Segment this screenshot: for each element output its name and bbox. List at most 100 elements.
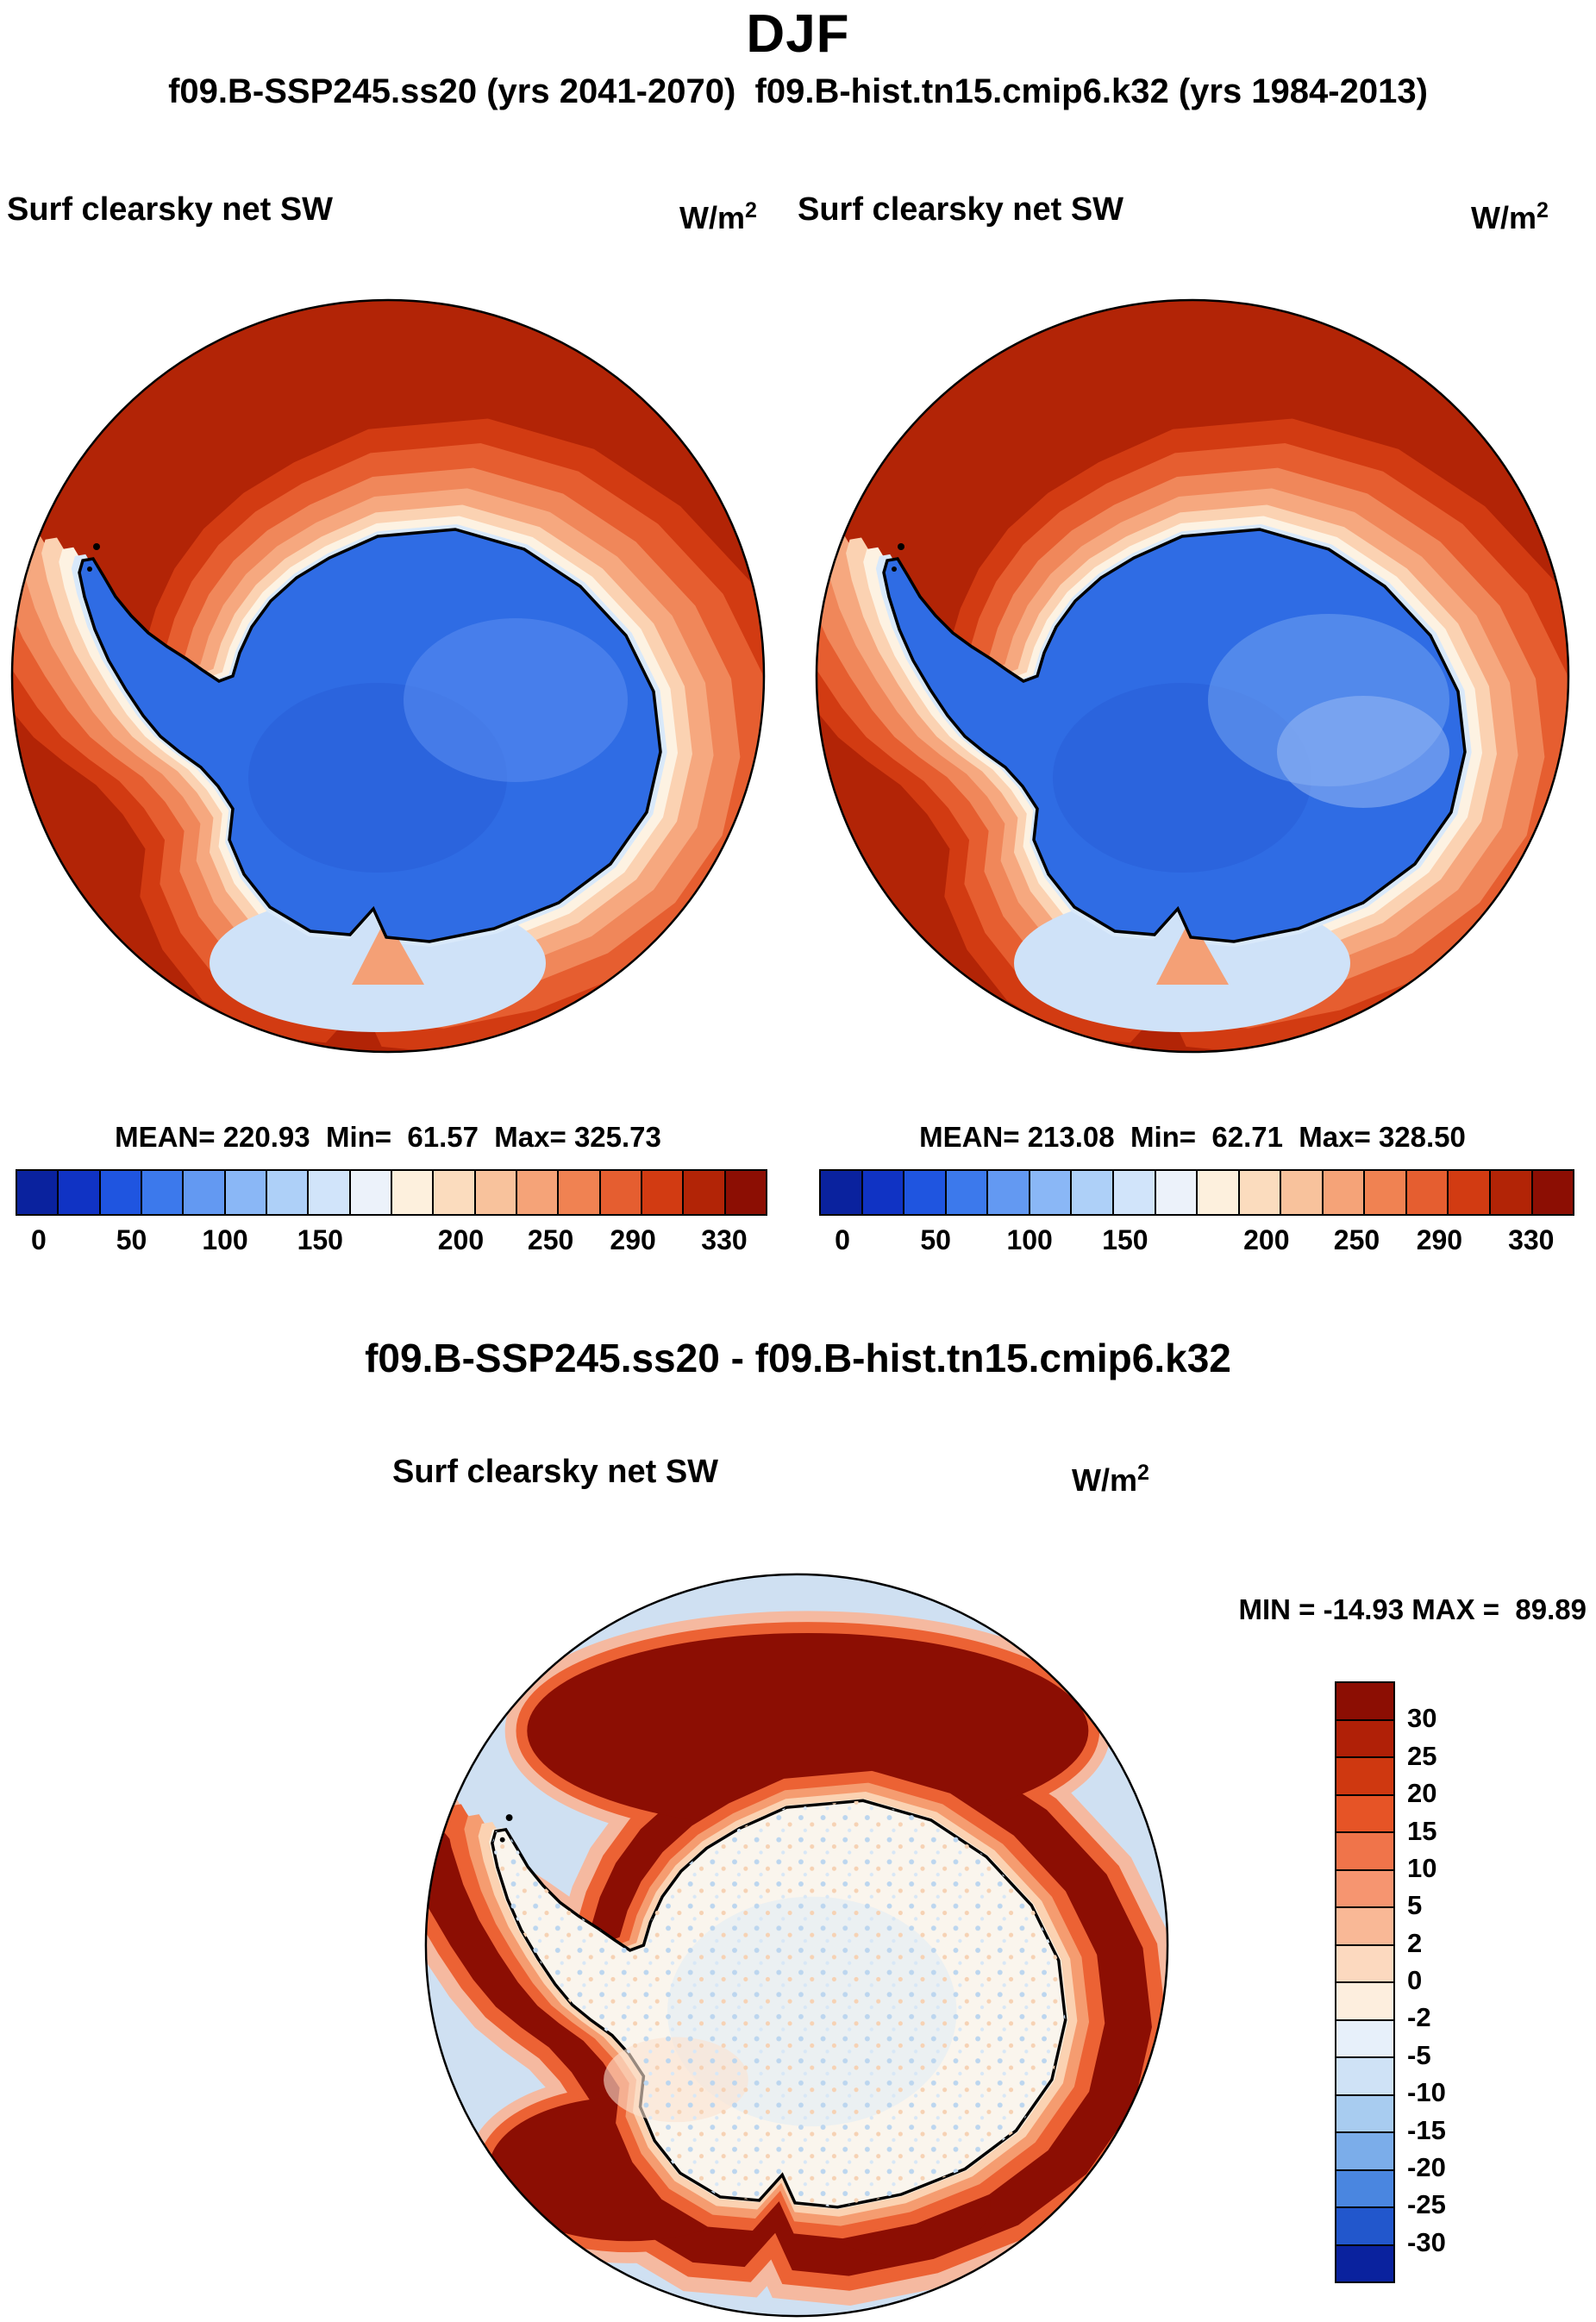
colorbar-segment <box>1336 2056 1393 2094</box>
map-boundary-circle <box>815 298 1570 1054</box>
colorbar-boundary-label: 5 <box>1407 1890 1423 1921</box>
colorbar-boundary-label: 10 <box>1407 1852 1437 1883</box>
diff-units-base: W/m <box>1072 1462 1137 1498</box>
right-units-label: W/m2 <box>1471 198 1549 236</box>
colorbar-segment <box>1336 2169 1393 2206</box>
colorbar-tick-label: 290 <box>1416 1224 1463 1255</box>
colorbar-tick-label: 330 <box>1508 1224 1555 1255</box>
colorbar-tick-label: 50 <box>116 1224 147 1255</box>
diff-units-label: W/m2 <box>1072 1461 1149 1499</box>
right-field-label: Surf clearsky net SW <box>798 191 1124 228</box>
colorbar-segment <box>1336 2206 1393 2244</box>
colorbar-segment <box>390 1171 433 1214</box>
colorbar-tick-label: 150 <box>297 1224 343 1255</box>
colorbar-tick-label: 200 <box>1243 1224 1290 1255</box>
island-mark <box>499 1837 505 1843</box>
colorbar-segment <box>140 1171 183 1214</box>
map-difference <box>424 1573 1169 2318</box>
colorbar-tick-label: 200 <box>437 1224 485 1255</box>
colorbar-boundary-label: 25 <box>1407 1740 1437 1771</box>
map-hist-layers <box>817 300 1568 1052</box>
colorbar-segment <box>223 1171 266 1214</box>
colorbar-segment <box>1280 1171 1322 1214</box>
colorbar-segment <box>1530 1171 1574 1214</box>
colorbar-segment <box>1196 1171 1238 1214</box>
colorbar-segment <box>1336 1756 1393 1794</box>
colorbar-segment <box>861 1171 904 1214</box>
colorbar-segment <box>57 1171 99 1214</box>
colorbar-segment <box>903 1171 945 1214</box>
colorbar-segment <box>1336 1868 1393 1906</box>
diff-units-exponent: 2 <box>1137 1461 1149 1485</box>
colorbar-tick-label: 0 <box>31 1224 47 1255</box>
left-field-label: Surf clearsky net SW <box>7 191 334 228</box>
map-boundary-circle <box>10 298 766 1054</box>
colorbar-segment <box>986 1171 1029 1214</box>
island-mark <box>93 543 100 550</box>
colorbar-segment <box>1336 2018 1393 2056</box>
colorbar-boundary-label: -10 <box>1407 2077 1446 2108</box>
colorbar-boundary-label: 0 <box>1407 1965 1423 1995</box>
colorbar-tick-label: 100 <box>1006 1224 1053 1255</box>
colorbar-segment <box>1405 1171 1448 1214</box>
colorbar-segment <box>307 1171 349 1214</box>
colorbar-boundary-label: 15 <box>1407 1815 1437 1846</box>
colorbar-boundary-label: -30 <box>1407 2226 1446 2257</box>
left-units-exponent: 2 <box>745 198 757 222</box>
figure-subtitle: f09.B-SSP245.ss20 (yrs 2041-2070) f09.B-… <box>168 72 1428 110</box>
diff-title: f09.B-SSP245.ss20 - f09.B-hist.tn15.cmip… <box>365 1336 1231 1380</box>
colorbar-boundary-label: 30 <box>1407 1703 1437 1734</box>
colorbar-segment <box>1336 1831 1393 1869</box>
colorbar-segment <box>1336 1793 1393 1831</box>
map-ssp245-layers <box>12 300 764 1052</box>
colorbar-segment <box>182 1171 224 1214</box>
diff-ring-top-bulge <box>527 1632 1089 1829</box>
colorbar-tick-label: 50 <box>920 1224 951 1255</box>
left-units-label: W/m2 <box>679 198 757 236</box>
island-mark <box>505 1814 513 1821</box>
left-units-base: W/m <box>679 200 745 235</box>
colorbar-segment <box>1336 1906 1393 1944</box>
colorbar-segment <box>821 1171 861 1214</box>
colorbar-segment <box>98 1171 141 1214</box>
colorbar-tick-label: 0 <box>835 1224 850 1255</box>
colorbar-segment <box>640 1171 683 1214</box>
diff-colorbar-labels: 30 25 20 15 10 5 2 0 -2 -5 -10 -15 -20 -25 -30 <box>1407 1681 1511 2280</box>
interior-lighter-patch <box>1277 696 1449 808</box>
colorbar-segment <box>682 1171 724 1214</box>
colorbar-boundary-label: -25 <box>1407 2189 1446 2220</box>
colorbar-tick-label: 100 <box>202 1224 248 1255</box>
left-colorbar <box>16 1169 767 1216</box>
diff-stats: MIN = -14.93 MAX = 89.89 <box>1238 1593 1587 1625</box>
colorbar-boundary-label: -2 <box>1407 2002 1431 2033</box>
colorbar-segment <box>17 1171 58 1214</box>
colorbar-boundary-label: -15 <box>1407 2114 1446 2145</box>
right-colorbar-ticks: 0 50 100 150 200 250 290 330 <box>819 1224 1571 1259</box>
colorbar-boundary-label: 2 <box>1407 1927 1423 1958</box>
colorbar-segment <box>1336 2244 1393 2281</box>
colorbar-segment <box>1489 1171 1531 1214</box>
map-difference-layers <box>425 1574 1167 2317</box>
right-colorbar <box>819 1169 1574 1216</box>
colorbar-tick-label: 150 <box>1102 1224 1148 1255</box>
diff-colorbar <box>1335 1681 1395 2283</box>
colorbar-segment <box>1321 1171 1364 1214</box>
colorbar-segment <box>1111 1171 1155 1214</box>
figure-title: DJF <box>746 4 850 64</box>
diff-field-label: Surf clearsky net SW <box>392 1454 719 1490</box>
map-hist <box>815 298 1570 1054</box>
colorbar-segment <box>944 1171 987 1214</box>
colorbar-segment <box>1336 2094 1393 2131</box>
colorbar-segment <box>1447 1171 1489 1214</box>
colorbar-segment <box>1237 1171 1280 1214</box>
colorbar-segment <box>1070 1171 1112 1214</box>
ross-shelf-warm-wedge <box>1156 917 1229 985</box>
island-mark <box>892 566 897 572</box>
colorbar-segment <box>265 1171 308 1214</box>
colorbar-segment <box>1336 1683 1393 1719</box>
colorbar-segment <box>1154 1171 1197 1214</box>
colorbar-boundary-label: -20 <box>1407 2151 1446 2182</box>
colorbar-segment <box>598 1171 641 1214</box>
colorbar-segment <box>1336 1981 1393 2019</box>
